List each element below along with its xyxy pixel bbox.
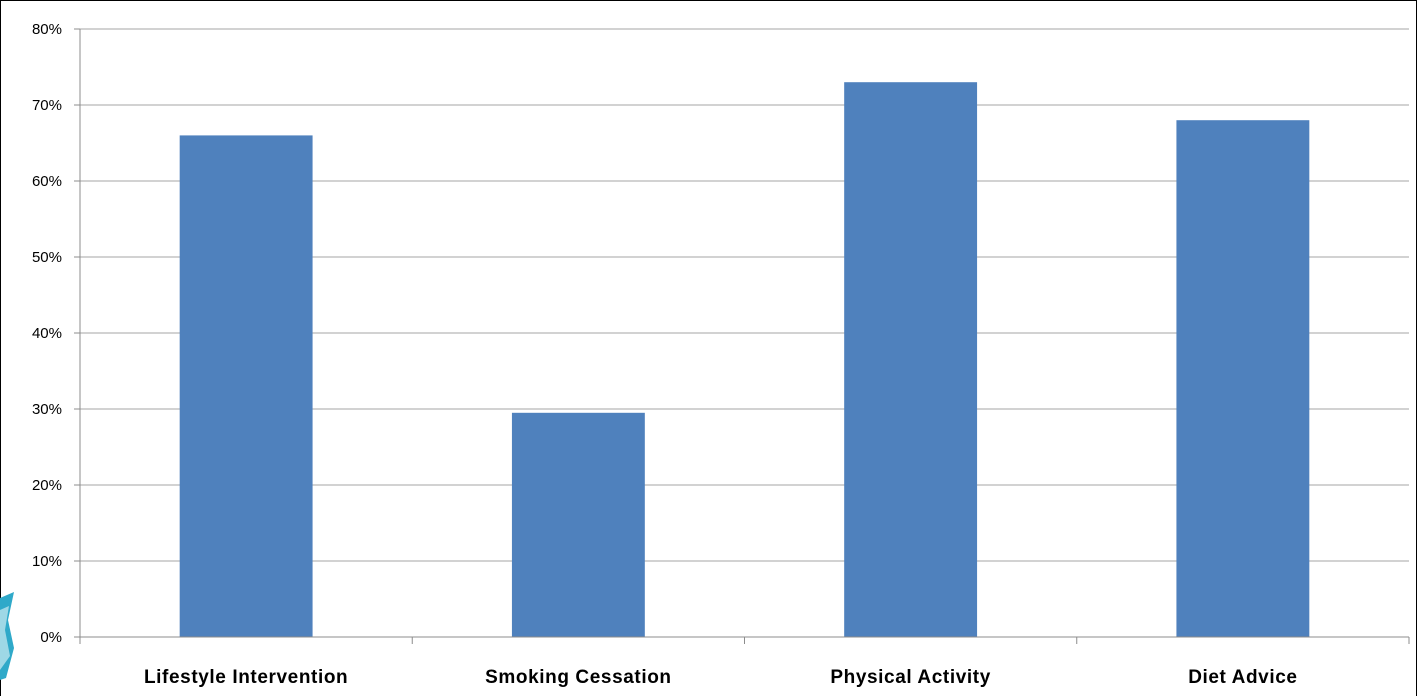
x-category-label: Smoking Cessation bbox=[485, 667, 672, 688]
bar bbox=[179, 135, 313, 637]
axes bbox=[74, 28, 1410, 644]
y-tick-label: 40% bbox=[32, 325, 62, 342]
bar bbox=[511, 412, 645, 637]
y-tick-label: 80% bbox=[32, 21, 62, 38]
y-tick-label: 0% bbox=[40, 629, 62, 646]
x-category-label: Physical Activity bbox=[830, 667, 991, 688]
x-axis-category-labels: Lifestyle Intervention Smoking Cessation P… bbox=[144, 667, 1297, 688]
y-tick-label: 60% bbox=[32, 173, 62, 190]
y-tick-label: 20% bbox=[32, 477, 62, 494]
y-tick-label: 50% bbox=[32, 249, 62, 266]
decorative-corner-graphic bbox=[0, 592, 14, 680]
bar bbox=[844, 82, 978, 637]
y-axis-tick-labels: 0% 10% 20% 30% 40% 50% 60% 70% 80% bbox=[32, 21, 62, 646]
x-category-label: Diet Advice bbox=[1188, 667, 1297, 688]
bars bbox=[179, 82, 1310, 637]
y-tick-label: 70% bbox=[32, 97, 62, 114]
y-tick-label: 30% bbox=[32, 401, 62, 418]
bar bbox=[1176, 120, 1310, 637]
y-tick-label: 10% bbox=[32, 553, 62, 570]
x-category-label: Lifestyle Intervention bbox=[144, 667, 348, 688]
